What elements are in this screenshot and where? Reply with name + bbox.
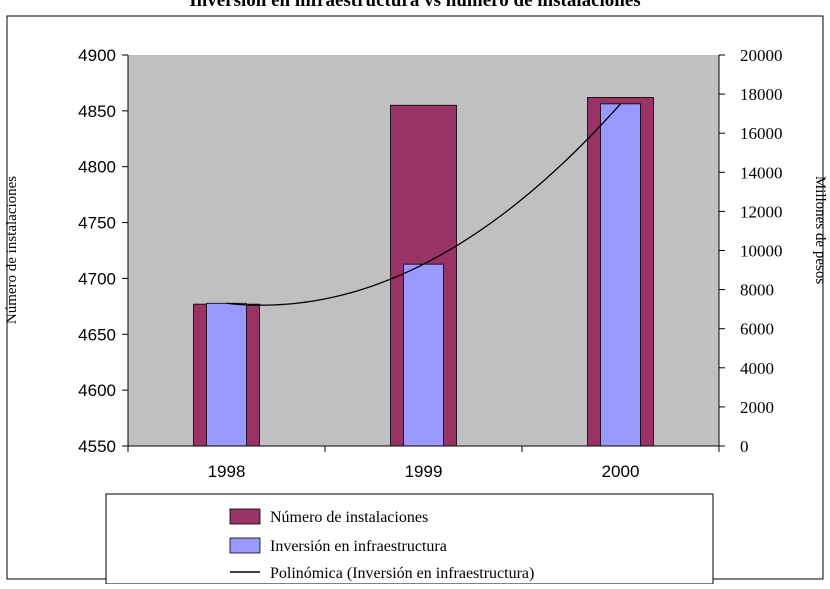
left-tick-label: 4850 — [78, 102, 116, 121]
legend-label-instalaciones: Número de instalaciones — [270, 509, 428, 526]
bar-inversion-1999 — [403, 263, 444, 447]
right-axis-ticks: 0 2000 4000 6000 8000 10000 12000 14000 16000 180… — [719, 46, 783, 456]
left-tick-label: 4600 — [78, 381, 116, 400]
right-tick-label: 6000 — [740, 320, 774, 339]
left-tick-label: 4550 — [78, 437, 116, 456]
legend-label-trendline: Polinómica (Inversión en infraestructura… — [270, 565, 534, 582]
left-axis-label: Número de instalaciones — [4, 176, 20, 324]
left-tick-label: 4900 — [78, 46, 116, 65]
right-tick-label: 12000 — [740, 202, 783, 221]
left-tick-label: 4700 — [78, 269, 116, 288]
bars-inversion — [206, 103, 641, 447]
right-tick-label: 14000 — [740, 163, 783, 182]
right-tick-label: 10000 — [740, 242, 783, 261]
legend: Número de instalaciones Inversión en inf… — [105, 493, 714, 585]
x-tick-label: 2000 — [602, 462, 640, 481]
left-tick-label: 4750 — [78, 214, 116, 233]
left-tick-label: 4650 — [78, 325, 116, 344]
bar-inversion-1998 — [206, 302, 247, 447]
legend-label-inversion: Inversión en infraestructura — [270, 538, 447, 555]
right-tick-label: 0 — [740, 437, 749, 456]
legend-swatch-instalaciones — [229, 508, 261, 525]
legend-swatch-inversion — [229, 537, 261, 554]
chart-title: Inversión en infraestructura vs número d… — [189, 0, 640, 11]
right-tick-label: 4000 — [740, 359, 774, 378]
right-tick-label: 2000 — [740, 398, 774, 417]
right-tick-label: 8000 — [740, 281, 774, 300]
left-tick-label: 4800 — [78, 158, 116, 177]
right-tick-label: 20000 — [740, 46, 783, 65]
x-axis-ticks: 1998 1999 2000 — [127, 446, 720, 481]
x-tick-label: 1998 — [208, 462, 246, 481]
x-tick-label: 1999 — [405, 462, 443, 481]
right-axis-label: Millones de pesos — [812, 176, 828, 284]
trendline-polinomica — [226, 103, 621, 306]
right-tick-label: 16000 — [740, 124, 783, 143]
left-axis-ticks: 4550 4600 4650 4700 4750 4800 4850 4900 — [78, 46, 128, 456]
legend-box — [105, 493, 714, 585]
bar-inversion-2000 — [600, 103, 641, 447]
right-tick-label: 18000 — [740, 85, 783, 104]
